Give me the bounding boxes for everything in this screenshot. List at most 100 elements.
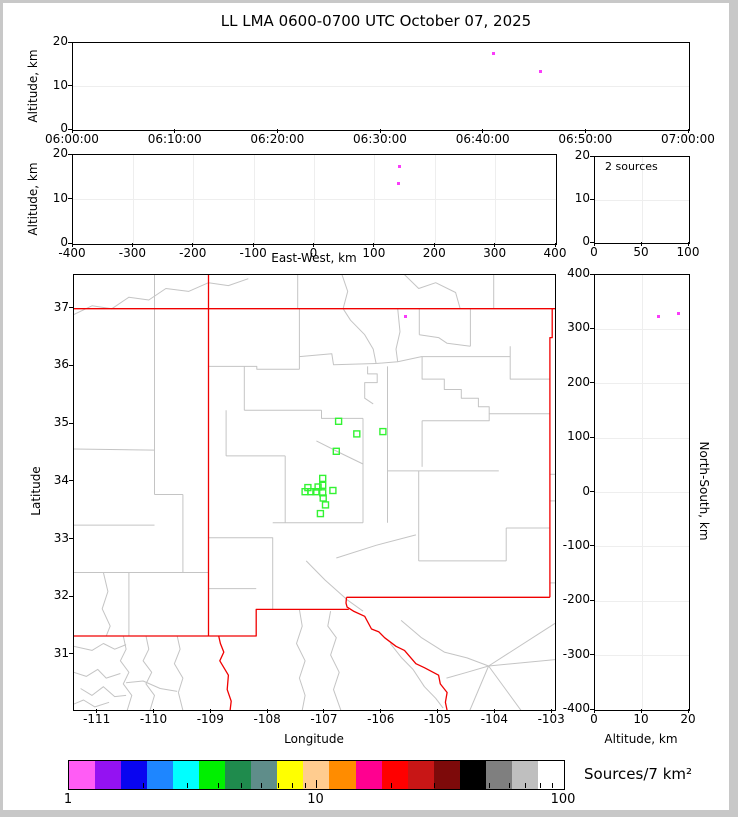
county-border-line [469,665,490,710]
county-border-line [74,643,127,651]
density-colorbar [68,760,565,790]
county-border-line [376,356,511,364]
axis-tick [590,545,594,547]
county-border-line [327,611,342,710]
tick-label: 06:20:00 [250,132,305,146]
axis-tick [252,243,254,247]
density-cell [307,487,315,496]
grid-line [73,86,689,87]
density-cell [334,417,343,426]
tick-label: 10 [52,77,68,92]
colorbar-minor-tick [241,783,243,788]
axis-tick [209,709,211,713]
axis-tick [68,41,72,43]
colorbar-segment [329,761,356,789]
axis-tick [313,243,314,247]
colorbar-tick-label: 1 [63,792,73,807]
axis-tick [590,273,594,275]
axis-tick [68,198,72,199]
axis-tick [640,709,642,713]
colorbar-tick-label: 100 [550,792,576,807]
county-border-line [74,668,121,679]
tick-label: 0 [582,234,590,248]
colorbar-segment [511,761,538,789]
grid-line [595,546,689,548]
axis-tick [276,129,278,133]
density-cell [329,486,337,495]
colorbar-minor-tick [143,783,144,788]
frame-edge-right [729,0,738,817]
eastwest-altitude-panel [72,154,557,245]
axis-tick [494,243,496,247]
county-border-line [422,413,550,422]
tick-label: 33 [53,530,69,545]
county-border-line [305,560,364,612]
grid-line [595,492,689,493]
county-border-line [336,534,417,559]
density-cell [312,487,320,496]
tick-label: 200 [422,246,446,260]
axis-tick [687,129,689,133]
colorbar-minor-tick [552,783,554,788]
county-border-line [446,665,489,679]
state-border-line [218,635,232,710]
tick-label: -400 [562,701,590,715]
tick-label: 10 [633,712,649,726]
tick-label: 20 [574,148,590,162]
tick-label: 100 [676,245,700,259]
histogram-annotation: 2 sources [605,160,658,173]
colorbar-major-tick [316,780,317,788]
axis-tick [590,654,594,656]
tick-label: 07:00:00 [661,132,715,146]
tick-label: -200 [562,592,590,607]
colorbar-minor-tick [304,783,306,788]
colorbar-segment [225,761,252,789]
ns-right-label: North-South, km [697,441,711,541]
colorbar-minor-tick [488,783,490,788]
county-border-line [400,620,489,667]
colorbar-segment [485,761,512,789]
county-border-line [119,635,133,710]
tick-label: 06:40:00 [455,132,510,146]
axis-tick [69,538,73,540]
density-cell [316,509,325,518]
tick-label: -200 [179,246,207,260]
tick-label: 300 [483,246,507,260]
county-border-line [389,643,444,709]
tick-label: 0 [582,483,590,498]
tick-label: 37 [53,299,69,314]
county-border-line [101,572,111,637]
tick-label: -108 [253,712,281,726]
source-point [397,164,401,168]
axis-tick [590,436,594,438]
colorbar-segment [407,761,434,789]
axis-tick [590,155,594,157]
tick-label: -103 [537,712,565,726]
tick-label: 06:30:00 [353,132,407,146]
axis-tick [192,243,194,247]
tick-label: 32 [53,588,69,603]
county-border-line [80,686,127,698]
map-geography [74,275,555,710]
tick-label: -109 [196,712,224,726]
county-border-line [316,440,364,465]
tick-label: 31 [53,645,69,660]
county-border-line [488,622,555,667]
colorbar-segment [277,761,304,789]
axis-tick [590,241,594,243]
state-border-line [549,308,553,598]
axis-tick [590,599,594,601]
axis-tick [266,709,268,713]
figure-title: LL LMA 0600-0700 UTC October 07, 2025 [220,12,532,30]
state-border-line [74,608,349,637]
source-point [677,311,681,315]
axis-tick [482,129,484,133]
tick-label: -110 [139,712,168,726]
axis-tick [174,129,176,133]
colorbar-segment [355,761,382,789]
axis-tick [323,709,325,713]
density-cell [318,489,327,497]
axis-tick [69,653,73,655]
density-cell [379,427,387,436]
